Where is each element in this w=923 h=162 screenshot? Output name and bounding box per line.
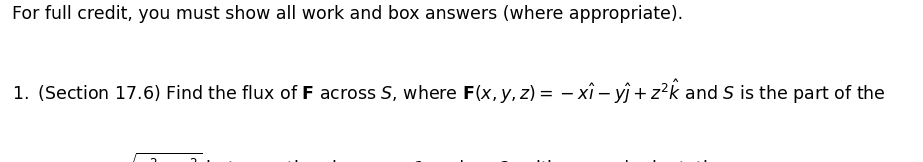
Text: 1.  (Section 17.6) Find the flux of $\mathbf{F}$ across $S$, where $\mathbf{F}(x: 1. (Section 17.6) Find the flux of $\mat…: [12, 78, 886, 106]
Text: cone $z = \sqrt{x^2 + y^2}$ between the planes $z = 1$ and $z = 2$, with upward : cone $z = \sqrt{x^2 + y^2}$ between the …: [44, 151, 735, 162]
Text: For full credit, you must show all work and box answers (where appropriate).: For full credit, you must show all work …: [12, 5, 683, 23]
